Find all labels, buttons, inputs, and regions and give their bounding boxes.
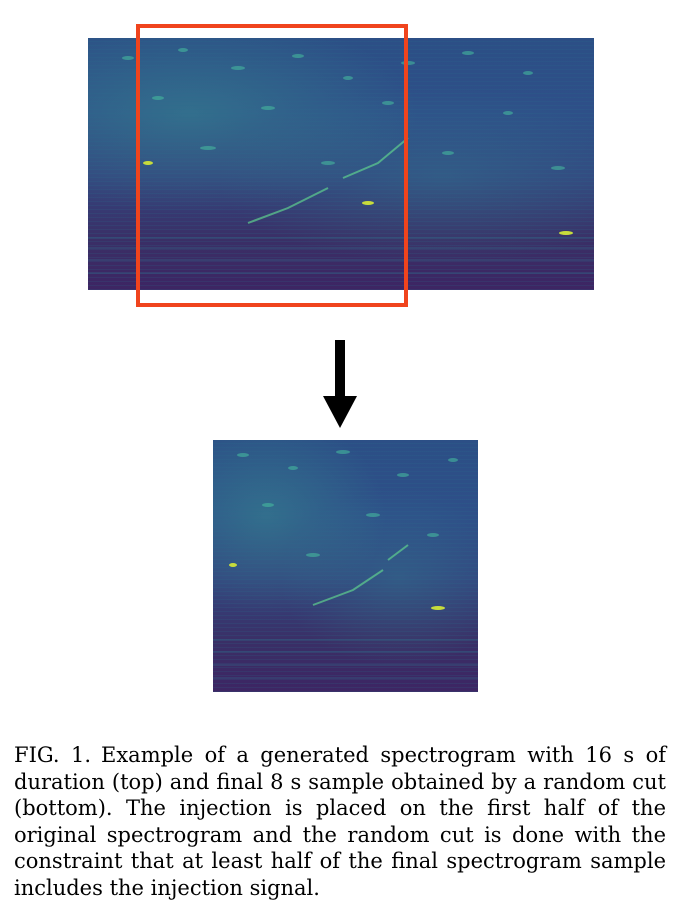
down-arrow-icon — [323, 340, 357, 428]
original-spectrogram-image — [88, 38, 594, 290]
cut-spectrogram-image — [213, 440, 478, 692]
cut-spectrogram-texture — [213, 450, 478, 679]
caption-text: Example of a generated spectrogram with … — [14, 743, 666, 900]
figure-label: FIG. 1. — [14, 743, 91, 767]
random-cut-box — [136, 24, 408, 307]
figure-caption: FIG. 1. Example of a generated spectrogra… — [14, 742, 666, 901]
